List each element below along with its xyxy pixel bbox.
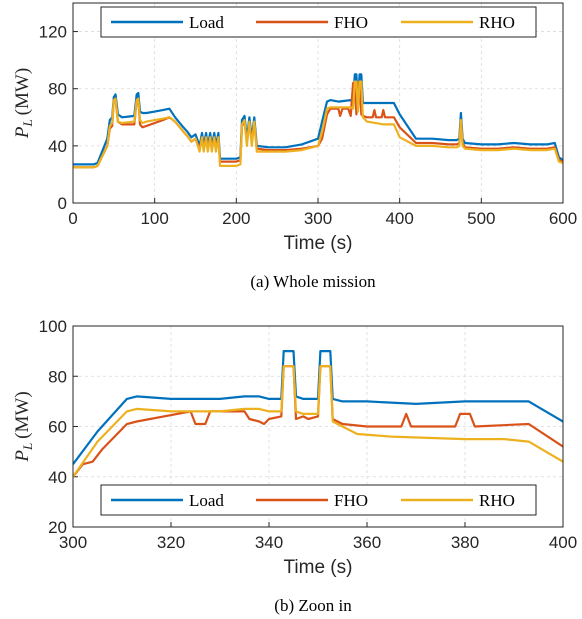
y-tick-label: 40 — [48, 137, 67, 156]
y-tick-label: 60 — [48, 418, 67, 437]
x-tick-label: 400 — [549, 533, 577, 552]
x-tick-label: 360 — [353, 533, 381, 552]
legend-entry-load: Load — [189, 13, 224, 32]
axes-frame — [72, 325, 564, 528]
x-tick-label: 320 — [157, 533, 185, 552]
legend: Load FHO RHO — [100, 484, 537, 516]
y-tick-label: 120 — [39, 23, 67, 42]
x-axis-label: Time (s) — [284, 233, 353, 254]
x-tick-label: 300 — [59, 533, 87, 552]
x-tick-label: 600 — [549, 209, 577, 228]
legend-entry-load: Load — [189, 491, 224, 510]
x-tick-label: 100 — [140, 209, 168, 228]
y-axis-label-unit: (MW) — [12, 68, 33, 115]
x-tick-label: 300 — [304, 209, 332, 228]
series-line-fho — [73, 81, 563, 169]
y-axis-label-symbol: P — [12, 450, 33, 463]
y-axis-label-subscript: L — [20, 119, 35, 127]
x-tick-label: 380 — [451, 533, 479, 552]
y-tick-label: 100 — [39, 317, 67, 336]
x-tick-label: 0 — [68, 209, 77, 228]
legend: Load FHO RHO — [100, 6, 537, 38]
y-axis-label: PL (MW) — [12, 391, 35, 462]
y-tick-label: 80 — [48, 367, 67, 386]
legend-entry-fho: FHO — [334, 491, 368, 510]
series-line-rho — [73, 365, 563, 478]
y-axis-label: PL (MW) — [12, 68, 35, 139]
legend-entry-rho: RHO — [479, 491, 515, 510]
x-tick-label: 340 — [255, 533, 283, 552]
y-tick-label: 20 — [48, 518, 67, 537]
y-axis-label-symbol: P — [12, 126, 33, 139]
axes-frame — [72, 2, 564, 204]
x-tick-label: 500 — [467, 209, 495, 228]
chart-caption: (a) Whole mission — [250, 272, 376, 291]
x-tick-label: 200 — [222, 209, 250, 228]
y-tick-label: 0 — [58, 194, 67, 213]
chart-caption: (b) Zoon in — [274, 596, 352, 615]
y-axis-label-subscript: L — [20, 443, 35, 451]
chart-panel-2: 300 320 340 360 380 400 20 40 60 80 100 Time (s) PL (… — [12, 317, 577, 615]
legend-entry-rho: RHO — [479, 13, 515, 32]
y-axis-label-unit: (MW) — [12, 391, 33, 438]
series-line-rho — [73, 80, 563, 169]
x-tick-label: 400 — [385, 209, 413, 228]
chart-panel-1: 0 100 200 300 400 500 600 0 40 80 120 Time (s) PL (MW… — [12, 2, 577, 291]
y-tick-label: 40 — [48, 468, 67, 487]
legend-entry-fho: FHO — [334, 13, 368, 32]
y-tick-label: 80 — [48, 80, 67, 99]
x-axis-label: Time (s) — [284, 557, 353, 578]
